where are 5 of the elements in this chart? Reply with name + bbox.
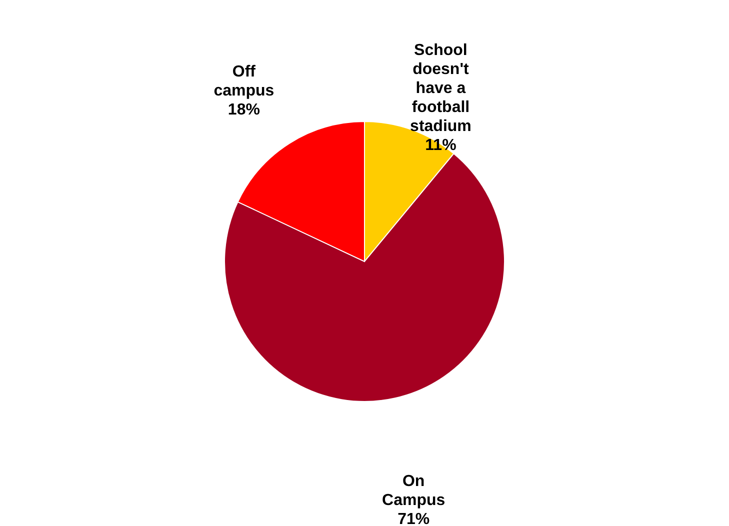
data-label: 18% [228, 102, 260, 119]
slice-label: School doesn't have a football stadium [410, 42, 472, 135]
data-label: 71% [398, 511, 430, 526]
slice-label: Off campus [214, 64, 274, 100]
slice-label: On Campus [382, 473, 446, 510]
